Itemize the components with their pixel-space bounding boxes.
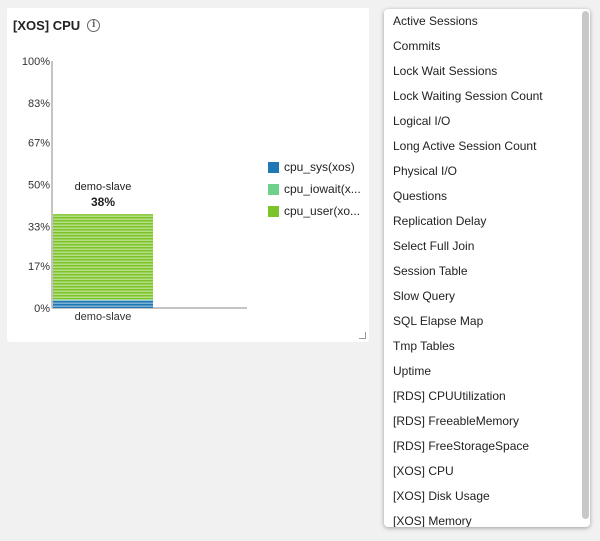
dropdown-item[interactable]: [RDS] FreeStorageSpace [393, 439, 530, 453]
legend-label: cpu_iowait(x... [284, 182, 361, 196]
y-tick-label: 67% [28, 138, 50, 150]
info-icon[interactable]: i [87, 19, 101, 32]
cpu-bar-chart: 0% 17% 33% 50% 67% 83% 100% demo-slave 38% demo-s… [22, 56, 247, 323]
legend-swatch [268, 183, 279, 195]
dropdown-item[interactable]: Physical I/O [393, 164, 458, 178]
dropdown-scrollbar[interactable] [582, 11, 589, 525]
legend-label: cpu_sys(xos) [284, 160, 355, 174]
legend-label: cpu_user(xo... [284, 204, 361, 218]
dropdown-item[interactable]: Long Active Session Count [393, 139, 537, 153]
widget-title-text: [XOS] CPU [13, 18, 81, 33]
y-tick-label: 83% [28, 98, 50, 110]
bar-segment-0[interactable] [53, 300, 153, 308]
y-tick-label: 0% [34, 303, 50, 315]
dropdown-item[interactable]: [XOS] Disk Usage [393, 489, 490, 503]
dropdown-item[interactable]: Replication Delay [393, 214, 487, 228]
y-tick-label: 33% [28, 221, 50, 233]
legend-item[interactable]: cpu_iowait(x... [268, 178, 361, 200]
cpu-widget: [XOS] CPU i 0% 17% 33% 50% 67% 83% 100% demo-sl… [7, 8, 369, 342]
y-tick-label: 50% [28, 180, 50, 192]
y-tick-label: 17% [28, 261, 50, 273]
dropdown-item[interactable]: Select Full Join [393, 239, 475, 253]
dropdown-item[interactable]: Logical I/O [393, 114, 451, 128]
dropdown-item[interactable]: Uptime [393, 364, 432, 378]
dropdown-item[interactable]: Questions [393, 189, 448, 203]
dropdown-item[interactable]: SQL Elapse Map [393, 314, 484, 328]
dropdown-scrollbar-thumb[interactable] [582, 11, 589, 519]
dropdown-item[interactable]: Tmp Tables [393, 339, 455, 353]
legend-swatch [268, 161, 279, 173]
dropdown-item[interactable]: [XOS] CPU [393, 464, 454, 478]
metric-dropdown: Active Sessions Commits Lock Wait Sessions… [384, 9, 590, 527]
legend-swatch [268, 205, 279, 217]
bar-data-label-name: demo-slave [75, 181, 132, 193]
widget-title: [XOS] CPU i [13, 18, 101, 33]
x-tick-label: demo-slave [75, 311, 132, 323]
dropdown-item[interactable]: Session Table [393, 264, 468, 278]
dropdown-item[interactable]: Lock Waiting Session Count [393, 89, 543, 103]
dropdown-item[interactable]: Active Sessions [393, 14, 478, 28]
bar-segment-2[interactable] [53, 214, 153, 300]
bar-data-label-value: 38% [91, 195, 115, 209]
y-tick-label: 100% [22, 56, 50, 68]
resize-handle-icon[interactable] [359, 332, 366, 339]
dropdown-item[interactable]: [XOS] Memory [393, 514, 472, 527]
legend-item[interactable]: cpu_sys(xos) [268, 156, 361, 178]
dropdown-item[interactable]: Slow Query [393, 289, 456, 303]
legend-item[interactable]: cpu_user(xo... [268, 200, 361, 222]
chart-legend: cpu_sys(xos) cpu_iowait(x... cpu_user(xo..… [268, 156, 361, 222]
dropdown-item[interactable]: Commits [393, 39, 441, 53]
dropdown-item[interactable]: [RDS] CPUUtilization [393, 389, 506, 403]
dropdown-item[interactable]: [RDS] FreeableMemory [393, 414, 520, 428]
dropdown-item[interactable]: Lock Wait Sessions [393, 64, 498, 78]
metric-dropdown-list: Active Sessions Commits Lock Wait Sessions… [384, 9, 582, 527]
